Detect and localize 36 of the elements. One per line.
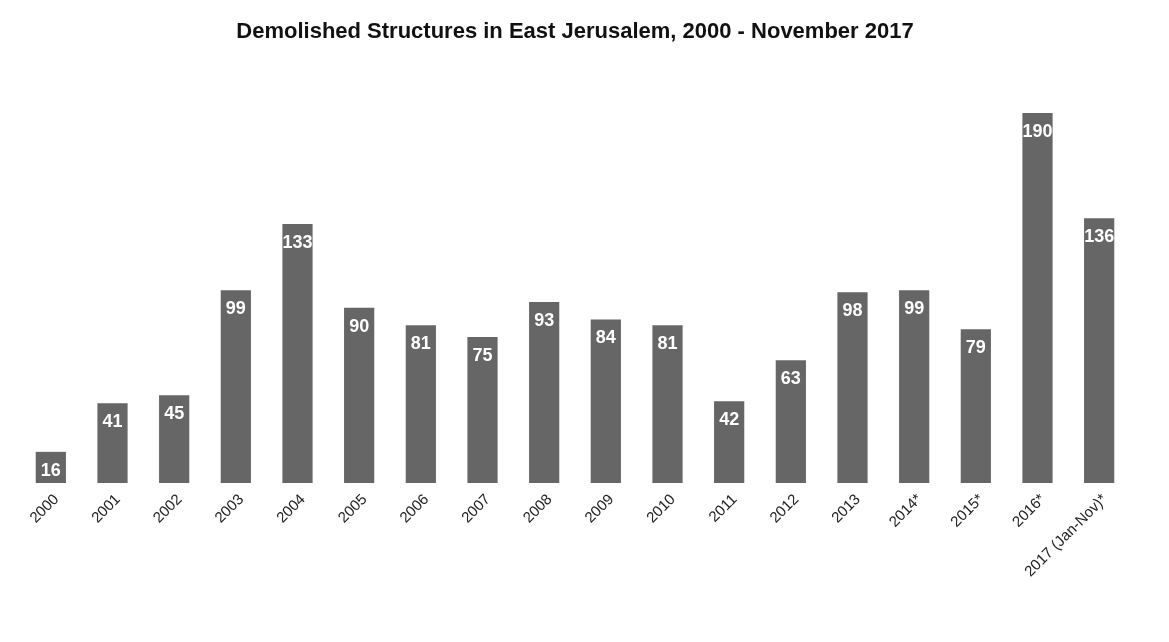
bar [282, 224, 313, 483]
bar [97, 403, 128, 483]
data-label: 93 [534, 309, 555, 330]
bar [837, 292, 868, 483]
bar [405, 325, 436, 483]
data-label: 81 [657, 333, 678, 354]
data-label: 190 [1022, 121, 1053, 141]
bar [714, 401, 745, 483]
data-label: 45 [164, 403, 185, 424]
data-label: 98 [842, 300, 863, 321]
data-label: 99 [225, 298, 246, 319]
bar [590, 319, 621, 483]
chart-title: Demolished Structures in East Jerusalem, 2000 - November 2017 [236, 18, 914, 43]
bar [159, 395, 190, 483]
data-label: 81 [410, 333, 431, 354]
data-label: 133 [282, 232, 313, 252]
data-label: 63 [780, 368, 801, 389]
data-label: 75 [472, 344, 493, 365]
data-label: 136 [1084, 226, 1115, 247]
data-label: 42 [719, 409, 740, 430]
bar [899, 290, 930, 483]
bar [467, 336, 498, 483]
data-label: 90 [349, 315, 370, 336]
bar [529, 301, 560, 483]
data-label: 79 [965, 337, 986, 358]
bar [1084, 218, 1115, 483]
bar [1022, 113, 1053, 483]
bar [652, 325, 683, 483]
data-label: 84 [595, 327, 616, 348]
data-label: 16 [40, 459, 61, 480]
bar [344, 307, 375, 483]
bar [960, 329, 991, 483]
bar [775, 360, 806, 483]
data-label: 41 [102, 411, 123, 432]
bar [220, 290, 251, 483]
data-label: 99 [904, 298, 925, 319]
